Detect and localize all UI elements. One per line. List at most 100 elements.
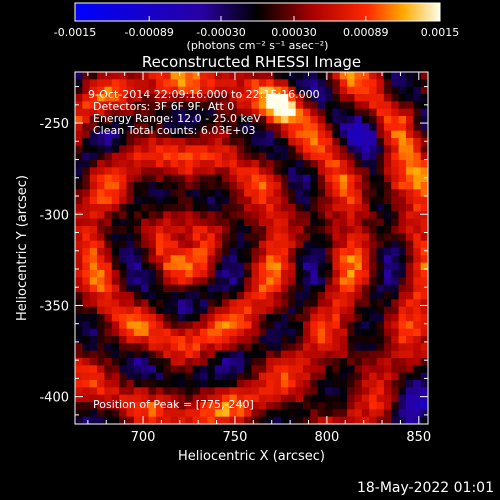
heatmap-cell [82, 284, 91, 293]
heatmap-cell [222, 226, 230, 234]
heatmap-cell [302, 116, 311, 124]
heatmap-cell [214, 79, 223, 88]
heatmap-cell [332, 394, 341, 403]
heatmap-cell [192, 167, 201, 176]
heatmap-cell [222, 270, 230, 278]
heatmap-cell [155, 350, 164, 359]
heatmap-cell [170, 211, 179, 220]
heatmap-cell [185, 416, 194, 425]
heatmap-cell [222, 182, 230, 190]
heatmap-cell [126, 108, 135, 117]
heatmap-cell [383, 174, 392, 183]
heatmap-cell [332, 284, 341, 293]
heatmap-cell [347, 196, 355, 205]
heatmap-cell [405, 130, 414, 139]
heatmap-cell [376, 306, 385, 315]
heatmap-cell [119, 189, 127, 198]
heatmap-cell [82, 321, 91, 330]
heatmap-cell [177, 284, 186, 293]
heatmap-cell [251, 174, 260, 183]
heatmap-cell [111, 123, 120, 132]
heatmap-cell [317, 233, 326, 242]
heatmap-cell [354, 402, 363, 410]
heatmap-cell [214, 402, 223, 410]
heatmap-cell [361, 409, 370, 418]
heatmap-cell [295, 116, 304, 124]
heatmap-cell [413, 101, 422, 110]
heatmap-cell [200, 233, 208, 242]
heatmap-cell [310, 240, 319, 249]
heatmap-cell [222, 108, 230, 117]
heatmap-cell [236, 130, 245, 139]
heatmap-cell [111, 270, 120, 278]
heatmap-cell [347, 292, 355, 300]
heatmap-cell [339, 211, 348, 220]
heatmap-cell [273, 358, 282, 366]
heatmap-cell [361, 277, 370, 286]
heatmap-cell [310, 262, 319, 271]
heatmap-cell [244, 218, 252, 227]
heatmap-cell [383, 277, 392, 286]
heatmap-cell [148, 79, 157, 88]
heatmap-cell [126, 116, 135, 124]
heatmap-cell [391, 402, 399, 410]
heatmap-cell [369, 79, 377, 88]
heatmap-cell [97, 336, 105, 344]
heatmap-cell [229, 270, 238, 278]
x-axis-label: Heliocentric X (arcsec) [178, 449, 325, 464]
heatmap-cell [148, 152, 157, 161]
heatmap-cell [376, 108, 385, 117]
heatmap-cell [163, 123, 171, 132]
heatmap-cell [376, 174, 385, 183]
heatmap-cell [141, 365, 149, 374]
heatmap-cell [126, 233, 135, 242]
heatmap-cell [405, 248, 414, 256]
heatmap-cell [97, 284, 105, 293]
heatmap-cell [111, 226, 120, 234]
heatmap-cell [214, 240, 223, 249]
heatmap-cell [192, 277, 201, 286]
heatmap-cell [369, 262, 377, 271]
heatmap-cell [133, 328, 142, 337]
heatmap-cell [354, 380, 363, 388]
heatmap-cell [288, 145, 297, 154]
heatmap-cell [148, 409, 157, 418]
heatmap-cell [251, 314, 260, 322]
heatmap-cell [251, 365, 260, 374]
heatmap-cell [266, 189, 274, 198]
heatmap-cell [325, 108, 333, 117]
heatmap-cell [119, 380, 127, 388]
heatmap-cell [133, 387, 142, 396]
heatmap-cell [148, 240, 157, 249]
heatmap-cell [126, 101, 135, 110]
heatmap-cell [207, 226, 216, 234]
heatmap-cell [185, 358, 194, 366]
heatmap-cell [207, 182, 216, 190]
heatmap-cell [89, 358, 98, 366]
heatmap-cell [288, 336, 297, 344]
heatmap-cell [75, 108, 83, 117]
heatmap-cell [280, 240, 289, 249]
heatmap-cell [273, 299, 282, 308]
heatmap-cell [111, 218, 120, 227]
heatmap-cell [398, 380, 407, 388]
heatmap-cell [148, 365, 157, 374]
heatmap-cell [141, 358, 149, 366]
heatmap-cell [229, 167, 238, 176]
heatmap-cell [266, 182, 274, 190]
heatmap-cell [325, 174, 333, 183]
heatmap-cell [325, 145, 333, 154]
heatmap-cell [244, 255, 252, 264]
heatmap-cell [317, 328, 326, 337]
heatmap-cell [126, 314, 135, 322]
heatmap-cell [383, 262, 392, 271]
heatmap-cell [347, 336, 355, 344]
heatmap-cell [339, 336, 348, 344]
heatmap-cell [420, 314, 429, 322]
heatmap-cell [82, 292, 91, 300]
heatmap-cell [148, 321, 157, 330]
heatmap-cell [185, 314, 194, 322]
heatmap-cell [97, 101, 105, 110]
heatmap-cell [155, 160, 164, 168]
heatmap-cell [258, 152, 267, 161]
